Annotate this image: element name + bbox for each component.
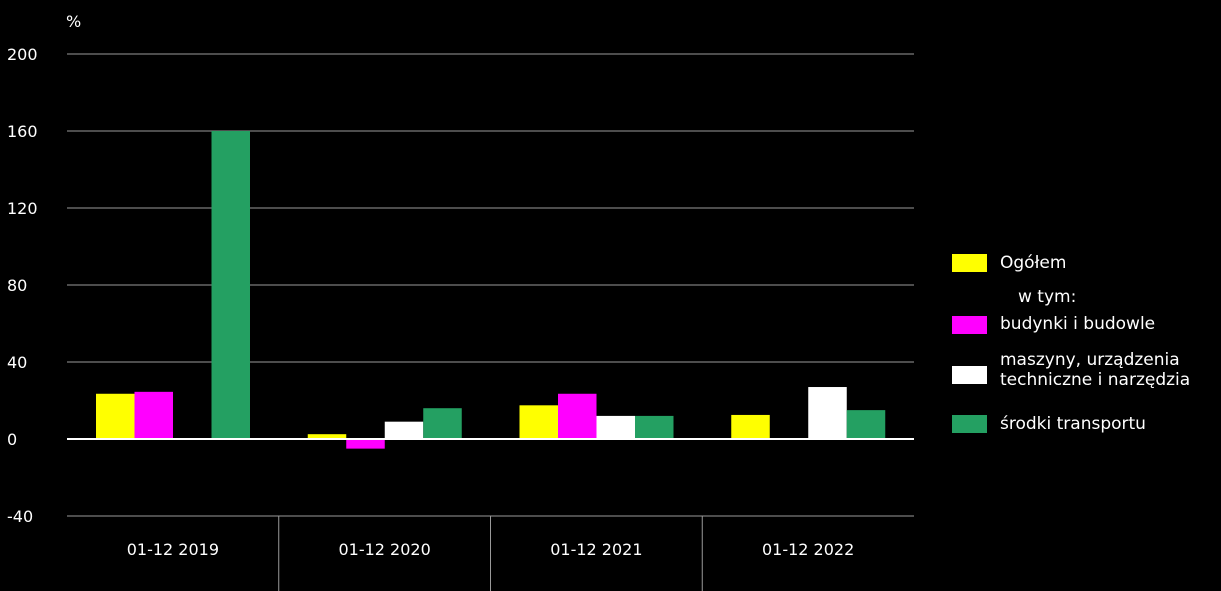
bar (731, 414, 770, 439)
legend-swatch-green (952, 415, 987, 433)
y-tick-label: 160 (7, 122, 38, 141)
y-tick-label: 120 (7, 199, 38, 218)
bar (846, 410, 886, 439)
x-category-label: 01-12 2022 (762, 540, 854, 559)
bar (423, 408, 462, 439)
axes (67, 438, 914, 591)
bar (346, 439, 385, 449)
bar (808, 387, 847, 439)
y-tick-labels: -40 0 40 80 120 160 200 (7, 45, 38, 526)
legend-label: środki transportu (1000, 414, 1146, 434)
x-category-label: 01-12 2019 (127, 540, 219, 559)
bar (635, 415, 674, 439)
legend-subheader-text: w tym: (1018, 287, 1077, 307)
legend-swatch-magenta (952, 316, 987, 334)
legend-label-line-1: maszyny, urządzenia (1000, 350, 1180, 370)
y-tick-label: 0 (7, 430, 17, 449)
y-axis-unit-label: % (66, 12, 81, 31)
bar (558, 393, 597, 439)
bars (96, 131, 886, 449)
y-tick-label: -40 (7, 507, 33, 526)
legend-swatch-white (952, 366, 987, 384)
bar (134, 391, 173, 439)
x-category-label: 01-12 2021 (550, 540, 642, 559)
legend-label-line-2: techniczne i narzędzia (1000, 370, 1191, 390)
x-category-labels: 01-12 2019 01-12 2020 01-12 2021 01-12 2022 (127, 540, 855, 559)
bar (96, 393, 135, 439)
bar (384, 421, 424, 439)
legend-label: budynki i budowle (1000, 314, 1156, 334)
y-tick-label: 200 (7, 45, 38, 64)
bar (307, 434, 347, 439)
bar (596, 415, 635, 439)
legend-label: Ogółem (1000, 253, 1067, 273)
y-tick-label: 80 (7, 276, 27, 295)
bar (211, 131, 250, 439)
gridlines (67, 53, 914, 517)
bar (519, 405, 558, 439)
legend-swatch-yellow (952, 254, 987, 272)
y-tick-label: 40 (7, 353, 27, 372)
x-category-label: 01-12 2020 (338, 540, 430, 559)
